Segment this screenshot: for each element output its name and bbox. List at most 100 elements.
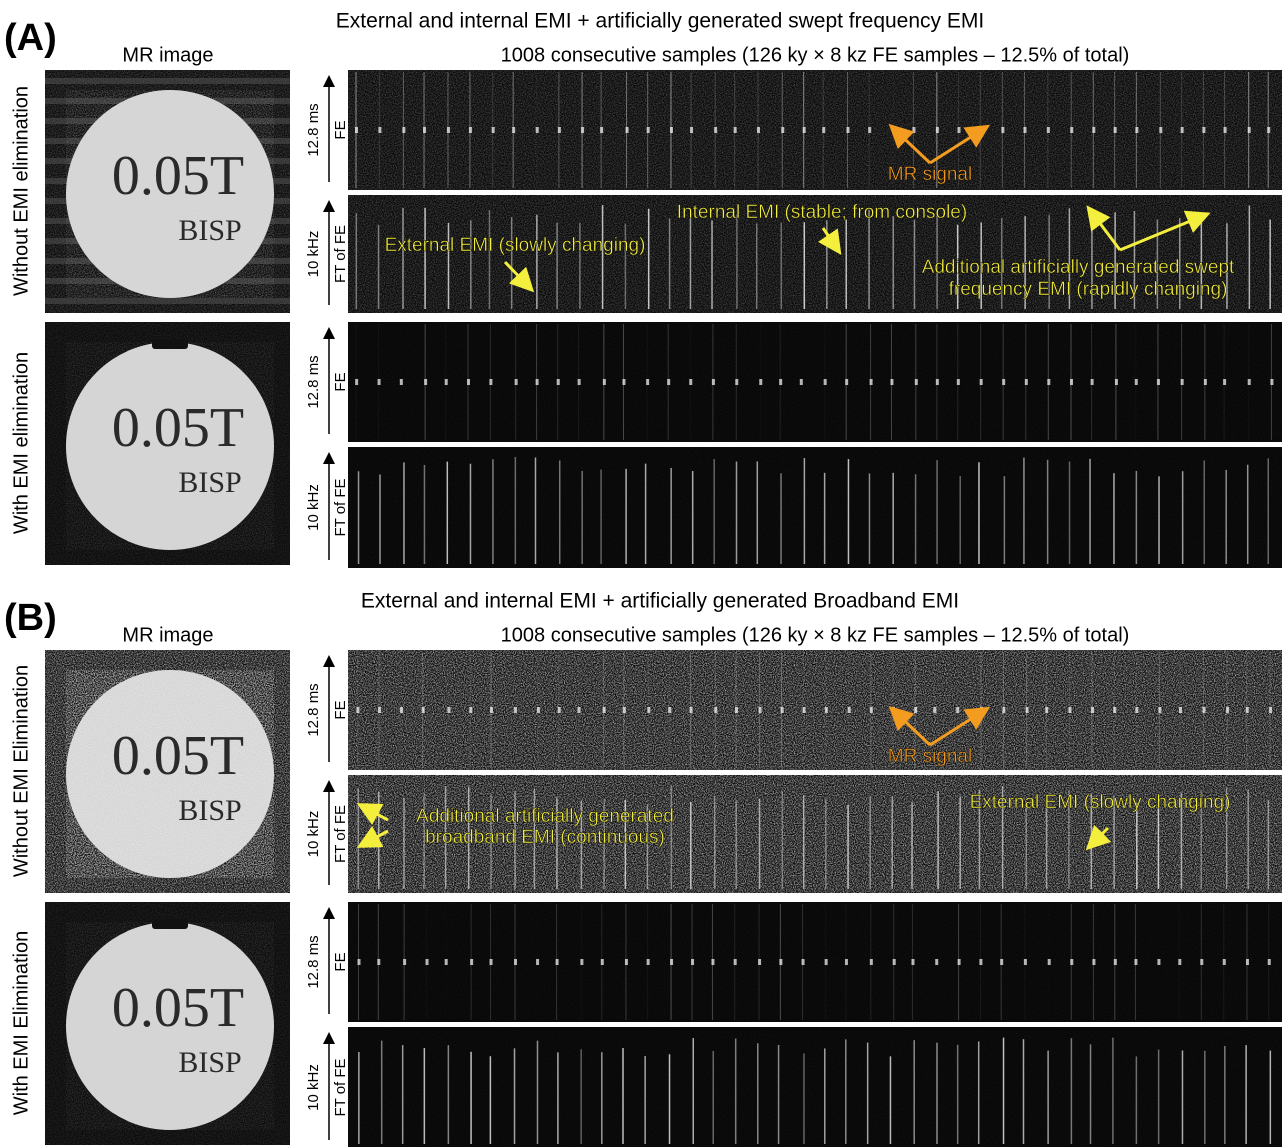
axis-label: FT of FE: [332, 478, 349, 536]
echo-dot: [536, 959, 540, 965]
echo-dot: [378, 127, 382, 133]
panel-label: (B): [4, 597, 57, 639]
image-text: BISP: [178, 214, 241, 247]
echo-dot: [957, 959, 961, 965]
annotation-arrow: [929, 124, 991, 165]
samples-heading: 1008 consecutive samples (126 ky × 8 kz …: [501, 44, 1130, 66]
echo-dot: [1091, 707, 1095, 713]
echo-dot: [512, 127, 516, 133]
echo-dot: [735, 707, 739, 713]
image-text: BISP: [178, 466, 241, 499]
annotation-arrow: [929, 706, 991, 747]
echo-dot: [801, 959, 805, 965]
echo-dot: [447, 707, 451, 713]
echo-dot: [491, 127, 495, 133]
echo-dot: [469, 707, 473, 713]
image-text: BISP: [178, 1046, 241, 1079]
echo-dot: [669, 127, 673, 133]
axis-value: 10 kHz: [305, 484, 322, 531]
axis-value: 12.8 ms: [305, 103, 322, 156]
echo-dot: [557, 707, 561, 713]
echo-dot: [1047, 379, 1051, 385]
strip-noise: [348, 650, 1282, 770]
echo-dot: [624, 959, 628, 965]
echo-dot: [399, 707, 403, 713]
phantom-notch: [152, 919, 188, 929]
echo-dot: [1134, 959, 1138, 965]
annotation-arrow: [356, 803, 389, 826]
echo-dot: [1113, 707, 1117, 713]
echo-dot: [668, 707, 672, 713]
annotation-arrow: [888, 705, 932, 747]
annotation-arrow: [1085, 824, 1112, 851]
echo-dot: [802, 707, 806, 713]
echo-dot: [1203, 379, 1207, 385]
annotation: External EMI (slowly changing): [385, 235, 646, 256]
axis-value: 12.8 ms: [305, 355, 322, 408]
echo-dot: [468, 127, 472, 133]
echo-dot: [535, 379, 539, 385]
echo-dot: [1223, 127, 1227, 133]
echo-dot: [423, 127, 427, 133]
phantom-noise: [66, 670, 274, 878]
echo-dot: [1001, 127, 1005, 133]
annotation: External EMI (slowly changing): [970, 792, 1231, 813]
echo-dot: [646, 959, 650, 965]
echo-dot: [1159, 127, 1163, 133]
panel-title: External and internal EMI + artificially…: [361, 590, 959, 613]
echo-dot: [1092, 959, 1096, 965]
echo-dot: [890, 379, 894, 385]
echo-dot: [1247, 379, 1251, 385]
echo-dot: [1068, 707, 1072, 713]
annotation: frequency EMI (rapidly changing): [949, 279, 1228, 300]
axis-label: FT of FE: [332, 225, 349, 283]
echo-dot: [581, 127, 585, 133]
echo-dot: [892, 959, 896, 965]
echo-dot: [489, 959, 493, 965]
echo-dot: [1023, 127, 1027, 133]
echo-dot: [780, 707, 784, 713]
echo-dot: [799, 379, 803, 385]
strip-noise: [348, 1027, 1282, 1147]
echo-dot: [733, 127, 737, 133]
echo-dot: [1024, 379, 1028, 385]
annotation: MR signal: [888, 164, 972, 185]
echo-dot: [646, 127, 650, 133]
echo-dot: [1002, 707, 1006, 713]
echo-dot: [1270, 379, 1274, 385]
echo-dot: [444, 379, 448, 385]
annotation: Additional artificially generated swept: [922, 257, 1235, 278]
axis-label: FE: [332, 120, 349, 139]
echo-dot: [911, 959, 915, 965]
axis-label: FE: [332, 372, 349, 391]
stripe-artifact: [45, 78, 290, 84]
echo-dot: [1046, 127, 1050, 133]
echo-dot: [935, 379, 939, 385]
annotation-arrow: [503, 260, 535, 293]
echo-dot: [847, 707, 851, 713]
row-label: With EMI Elimination: [10, 931, 32, 1116]
image-text: BISP: [178, 794, 241, 827]
echo-dot: [868, 127, 872, 133]
echo-dot: [1269, 707, 1273, 713]
row-label: With EMI elimination: [10, 352, 32, 534]
echo-dot: [824, 707, 828, 713]
echo-dot: [779, 959, 783, 965]
echo-dot: [1025, 707, 1029, 713]
echo-dot: [933, 707, 937, 713]
strip-noise: [348, 775, 1282, 893]
echo-dot: [514, 959, 518, 965]
echo-dot: [1158, 707, 1162, 713]
panel: (B) External and internal EMI + artificia…: [4, 590, 1282, 1147]
axis-label: FE: [332, 952, 349, 971]
strip-noise: [348, 322, 1282, 442]
echo-dot: [822, 127, 826, 133]
image-text: 0.05T: [112, 145, 244, 207]
phantom-noise: [66, 342, 274, 550]
echo-dot: [733, 959, 737, 965]
strip-noise: [348, 902, 1282, 1022]
echo-dot: [979, 379, 983, 385]
echo-dot: [1245, 959, 1249, 965]
echo-dot: [935, 127, 939, 133]
echo-dot: [1222, 959, 1226, 965]
